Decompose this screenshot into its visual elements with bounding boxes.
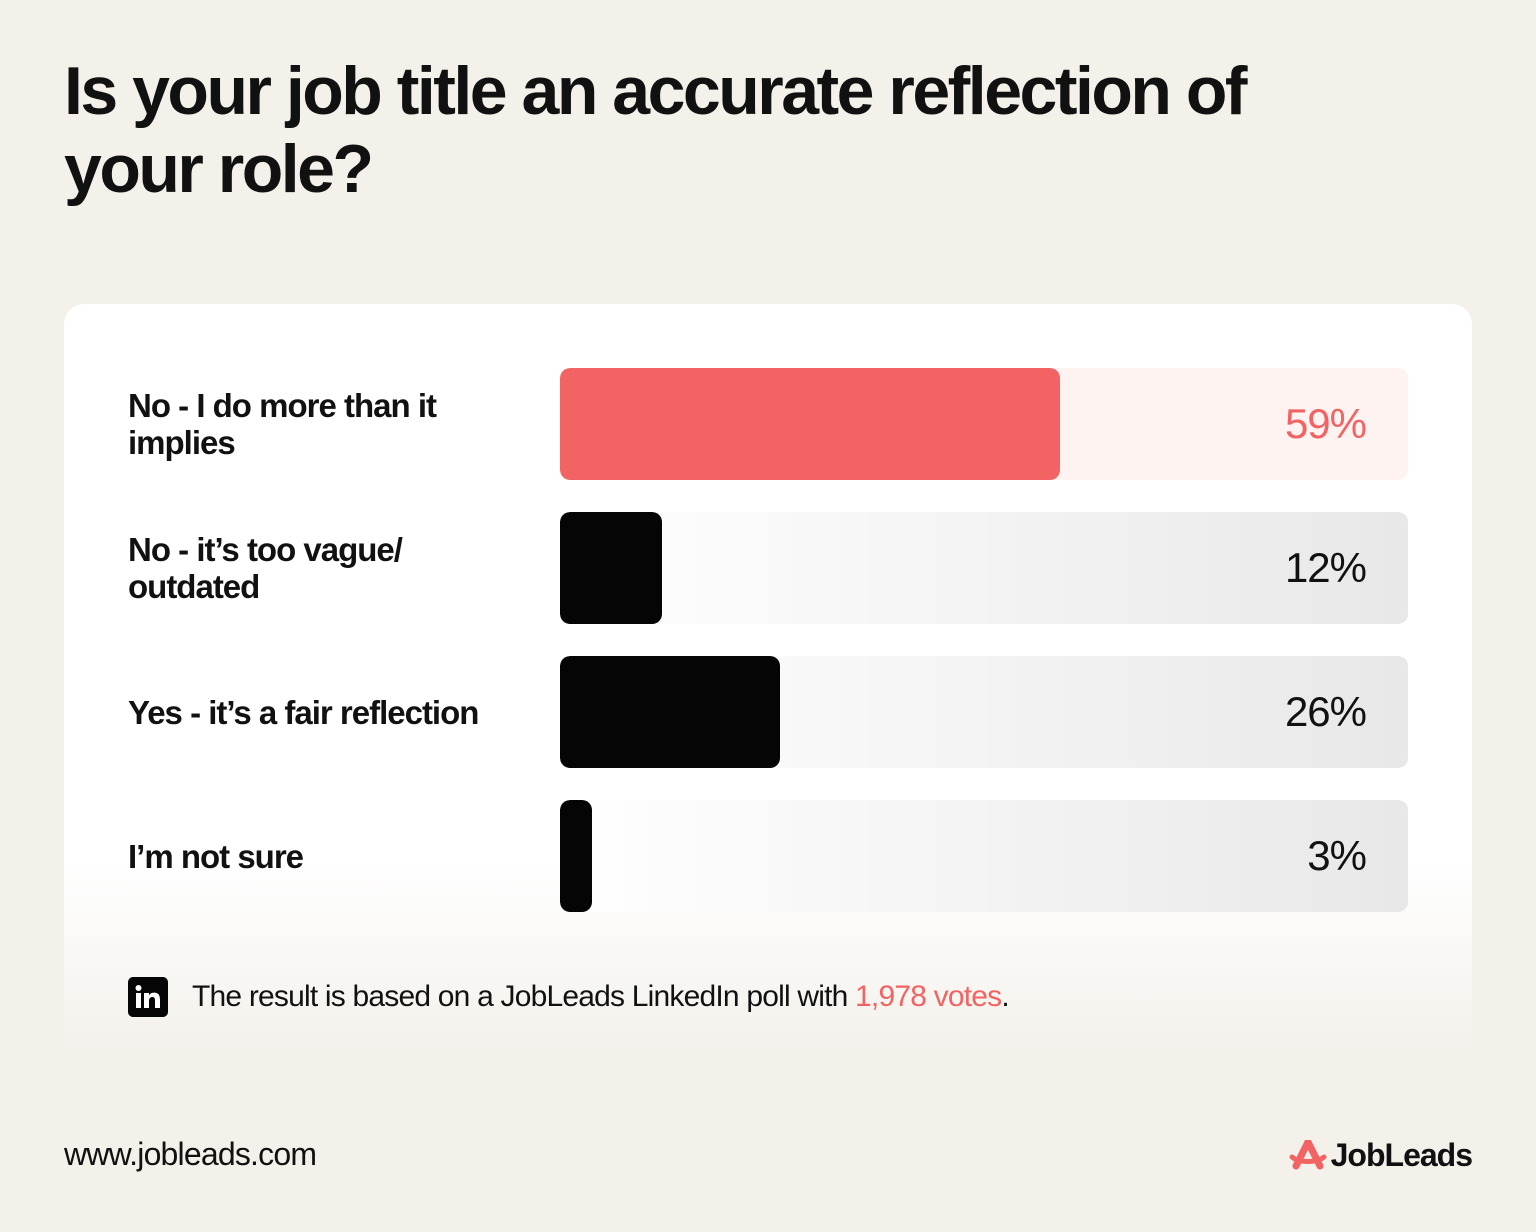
bar: [560, 800, 592, 912]
bar-track: 59%: [560, 368, 1408, 480]
footnote-period: .: [1001, 980, 1009, 1013]
category-label: Yes - it’s a fair reflection: [128, 693, 479, 731]
category-label: No - I do more than it implies: [128, 387, 437, 461]
chart-row: No - it’s too vague/ outdated 12%: [64, 512, 1472, 624]
bar: [560, 512, 662, 624]
bar: [560, 368, 1060, 480]
jobleads-logo-icon: [1289, 1140, 1327, 1170]
bar-track: 26%: [560, 656, 1408, 768]
bar-track: 12%: [560, 512, 1408, 624]
linkedin-icon: [128, 977, 168, 1017]
category-label: No - it’s too vague/ outdated: [128, 531, 403, 605]
value-label: 59%: [1284, 400, 1367, 447]
chart-row: I’m not sure 3%: [64, 800, 1472, 912]
chart-row: No - I do more than it implies 59%: [64, 368, 1472, 480]
footnote-text: The result is based on a JobLeads Linked…: [192, 980, 856, 1013]
value-label: 3%: [1307, 832, 1367, 879]
page-title: Is your job title an accurate reflection…: [64, 53, 1248, 207]
category-label: I’m not sure: [128, 837, 304, 875]
brand-name: JobLeads: [1330, 1136, 1473, 1173]
brand-logo: JobLeads: [1289, 1134, 1473, 1176]
bar-track: 3%: [560, 800, 1408, 912]
vote-count: 1,978 votes: [855, 980, 1002, 1013]
poll-footnote: The result is based on a JobLeads Linked…: [128, 976, 1010, 1018]
value-label: 12%: [1284, 544, 1367, 591]
bar: [560, 656, 780, 768]
poll-results-card: No - I do more than it implies 59% No - it…: [64, 304, 1472, 1054]
value-label: 26%: [1284, 688, 1367, 735]
website-link[interactable]: www.jobleads.com: [64, 1136, 317, 1172]
chart-row: Yes - it’s a fair reflection 26%: [64, 656, 1472, 768]
